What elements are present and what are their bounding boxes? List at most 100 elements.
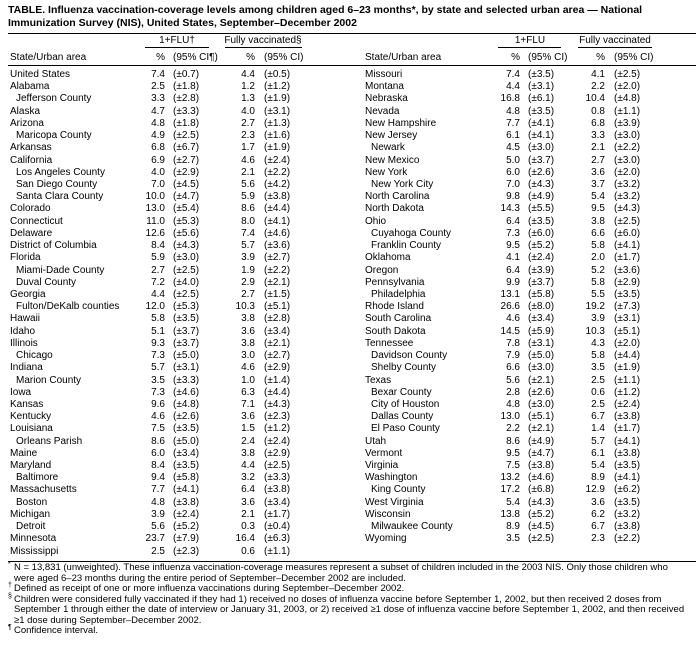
percent: 6.9: [151, 154, 165, 166]
confidence-interval: (±3.0): [528, 398, 555, 410]
confidence-interval: (±2.1): [264, 337, 291, 349]
rule: [225, 47, 302, 48]
confidence-interval: (±3.5): [173, 423, 200, 435]
percent: 2.7: [151, 264, 165, 276]
percent: 7.4: [241, 227, 255, 239]
footnote-text: Confidence interval.: [14, 625, 98, 636]
percent: 6.7: [591, 411, 605, 423]
confidence-interval: (±2.5): [614, 69, 641, 80]
percent: 13.0: [500, 411, 520, 423]
urban-area-name: Jefferson County: [16, 93, 92, 105]
state-name: Montana: [365, 81, 404, 93]
confidence-interval: (±3.5): [528, 69, 555, 80]
state-name: United States: [10, 69, 71, 80]
state-name: North Carolina: [365, 191, 430, 203]
percent: 16.8: [500, 93, 520, 105]
percent: 6.7: [591, 521, 605, 533]
confidence-interval: (±5.3): [173, 301, 200, 313]
confidence-interval: (±5.3): [173, 215, 200, 227]
urban-area-name: City of Houston: [371, 398, 440, 410]
confidence-interval: (±2.9): [614, 276, 641, 288]
percent: 13.0: [145, 203, 165, 215]
percent: 12.6: [145, 227, 165, 239]
state-name: Virginia: [365, 460, 399, 472]
percent: 2.2: [506, 423, 520, 435]
state-name: Kansas: [10, 398, 44, 410]
percent: 1.5: [241, 423, 255, 435]
percent: 6.8: [151, 142, 165, 154]
percent: 3.7: [591, 178, 605, 190]
confidence-interval: (±3.1): [264, 105, 291, 117]
percent: 6.0: [506, 166, 520, 178]
percent: 5.9: [241, 191, 255, 203]
confidence-interval: (±1.9): [264, 93, 291, 105]
confidence-interval: (±3.1): [528, 81, 555, 93]
confidence-interval: (±3.5): [173, 460, 200, 472]
urban-area-name: Fulton/DeKalb counties: [16, 301, 120, 313]
urban-area-name: Philadelphia: [371, 288, 426, 300]
state-name: Ohio: [365, 215, 387, 227]
urban-area-name: Orleans Parish: [16, 435, 83, 447]
confidence-interval: (±5.1): [614, 325, 641, 337]
confidence-interval: (±6.1): [528, 93, 555, 105]
state-name: Kentucky: [10, 411, 52, 423]
percent: 7.8: [506, 337, 520, 349]
percent: 9.4: [151, 472, 165, 484]
rule: [578, 47, 652, 48]
percent: 4.0: [241, 105, 255, 117]
percent: 3.3: [591, 130, 605, 142]
confidence-interval: (±2.2): [264, 166, 291, 178]
confidence-interval: (±3.8): [614, 411, 641, 423]
percent: 4.8: [506, 398, 520, 410]
percent: 3.8: [241, 447, 255, 459]
state-name: Arizona: [10, 117, 44, 129]
confidence-interval: (±6.7): [173, 142, 200, 154]
percent: 3.6: [241, 411, 255, 423]
percent: 19.2: [585, 301, 605, 313]
confidence-interval: (±4.1): [614, 240, 641, 252]
confidence-interval: (±4.4): [264, 386, 291, 398]
confidence-interval: (±3.0): [173, 252, 200, 264]
percent: 2.7: [241, 288, 255, 300]
confidence-interval: (±1.7): [264, 508, 291, 520]
confidence-interval: (±3.6): [264, 240, 291, 252]
percent: 0.6: [241, 545, 255, 557]
column-header: (95% CI): [528, 52, 568, 63]
confidence-interval: (±2.4): [528, 252, 555, 264]
confidence-interval: (±3.3): [264, 472, 291, 484]
state-name: Rhode Island: [365, 301, 424, 313]
percent: 2.1: [591, 142, 605, 154]
confidence-interval: (±6.8): [528, 484, 555, 496]
confidence-interval: (±2.5): [614, 215, 641, 227]
footnote: * N = 13,831 (unweighted). These influenz…: [8, 561, 688, 584]
percent: 13.2: [500, 472, 520, 484]
confidence-interval: (±4.1): [264, 215, 291, 227]
percent: 10.3: [585, 325, 605, 337]
percent: 3.5: [151, 374, 165, 386]
percent: 9.9: [506, 276, 520, 288]
state-name: Maine: [10, 447, 38, 459]
percent: 11.0: [146, 215, 165, 227]
state-name: Colorado: [10, 203, 51, 215]
state-name: Delaware: [10, 227, 53, 239]
percent: 2.4: [241, 435, 255, 447]
confidence-interval: (±4.6): [173, 386, 200, 398]
percent: 5.6: [151, 521, 165, 533]
percent: 3.8: [591, 215, 605, 227]
state-name: Alaska: [10, 105, 41, 117]
percent: 4.8: [151, 496, 165, 508]
confidence-interval: (±3.3): [173, 374, 200, 386]
confidence-interval: (±1.4): [264, 374, 291, 386]
percent: 7.4: [151, 69, 165, 80]
footnote-mark: §: [8, 592, 12, 600]
percent: 7.3: [506, 227, 520, 239]
state-name: Arkansas: [10, 142, 52, 154]
confidence-interval: (±4.7): [528, 447, 555, 459]
percent: 6.3: [241, 386, 255, 398]
confidence-interval: (±3.7): [173, 325, 200, 337]
confidence-interval: (±1.7): [614, 423, 641, 435]
urban-area-name: Detroit: [16, 521, 46, 533]
percent: 6.4: [506, 264, 520, 276]
percent: 7.0: [506, 178, 520, 190]
state-name: Pennsylvania: [365, 276, 425, 288]
